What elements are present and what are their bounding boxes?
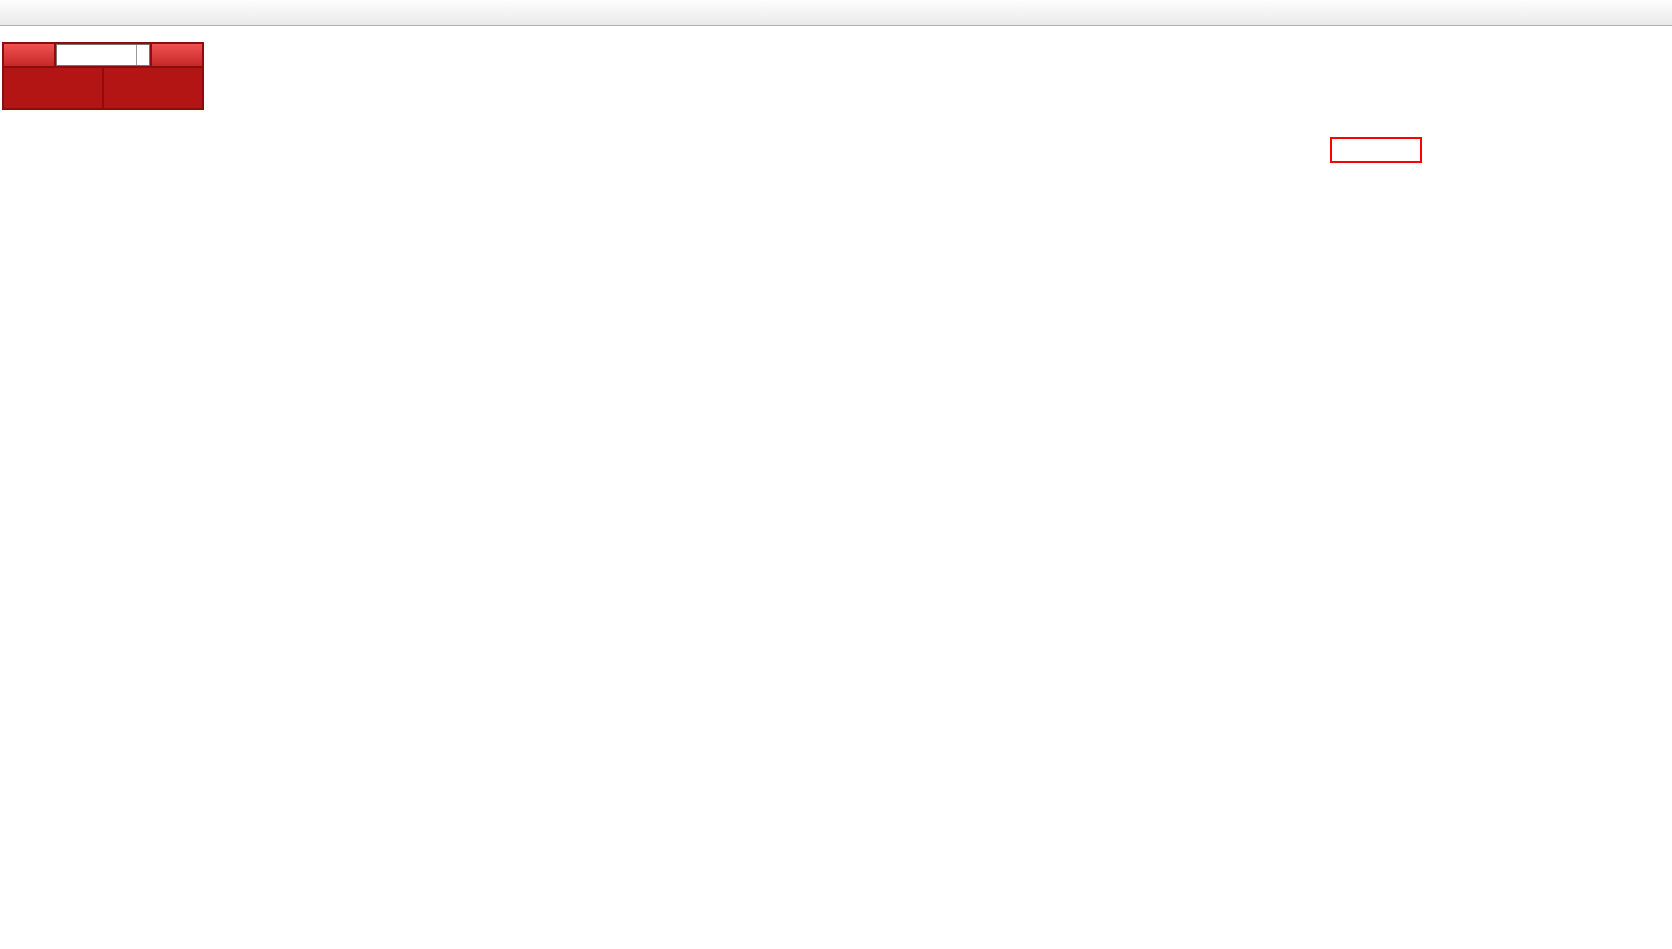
ask-price-display[interactable] [104, 68, 202, 108]
volume-value[interactable] [57, 45, 136, 65]
volume-spinner[interactable] [136, 45, 149, 65]
main-toolbar [0, 0, 1672, 26]
buy-button[interactable] [152, 44, 202, 66]
bid-price-display[interactable] [4, 68, 102, 108]
volume-input[interactable] [56, 44, 150, 66]
chart-window [0, 26, 1672, 949]
price-level-label[interactable] [1330, 137, 1422, 163]
one-click-trading-panel [2, 42, 204, 110]
price-chart-canvas[interactable] [0, 26, 1672, 949]
sell-button[interactable] [4, 44, 54, 66]
